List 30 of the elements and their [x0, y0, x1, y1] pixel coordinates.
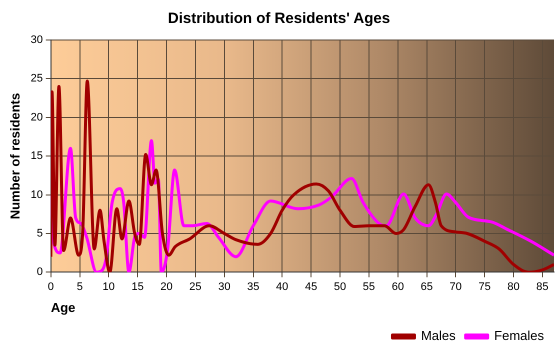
y-tick-label: 15	[30, 150, 43, 162]
x-tick-label: 75	[478, 280, 491, 293]
chart-title: Distribution of Residents' Ages	[168, 10, 390, 28]
y-tick-label: 25	[30, 72, 43, 85]
legend-label: Females	[494, 328, 544, 344]
y-axis-title: Number of residents	[7, 92, 22, 220]
x-tick-label: 20	[160, 280, 173, 293]
x-tick-label: 10	[102, 280, 115, 293]
x-tick-label: 55	[362, 280, 376, 293]
x-tick-label: 80	[507, 280, 520, 293]
y-tick-label: 30	[30, 34, 43, 46]
x-tick-label: 15	[131, 280, 144, 293]
legend-label: Males	[420, 328, 456, 344]
x-tick-label: 65	[420, 280, 433, 293]
x-tick-label: 0	[48, 280, 54, 293]
x-tick-label: 70	[450, 280, 462, 293]
x-tick-label: 30	[218, 280, 230, 293]
x-tick-label: 5	[76, 280, 83, 293]
x-axis-title: Age	[50, 300, 76, 315]
x-tick-label: 85	[536, 280, 549, 293]
x-tick-label: 60	[392, 280, 404, 293]
y-tick-label: 5	[36, 228, 43, 240]
x-tick-label: 50	[334, 280, 346, 293]
y-tick-label: 20	[30, 111, 43, 124]
x-tick-label: 35	[247, 280, 260, 293]
y-tick-label: 0	[36, 266, 43, 278]
x-tick-label: 40	[276, 280, 288, 293]
y-tick-label: 10	[30, 188, 43, 201]
x-tick-label: 45	[304, 280, 318, 293]
x-tick-label: 25	[189, 280, 202, 293]
